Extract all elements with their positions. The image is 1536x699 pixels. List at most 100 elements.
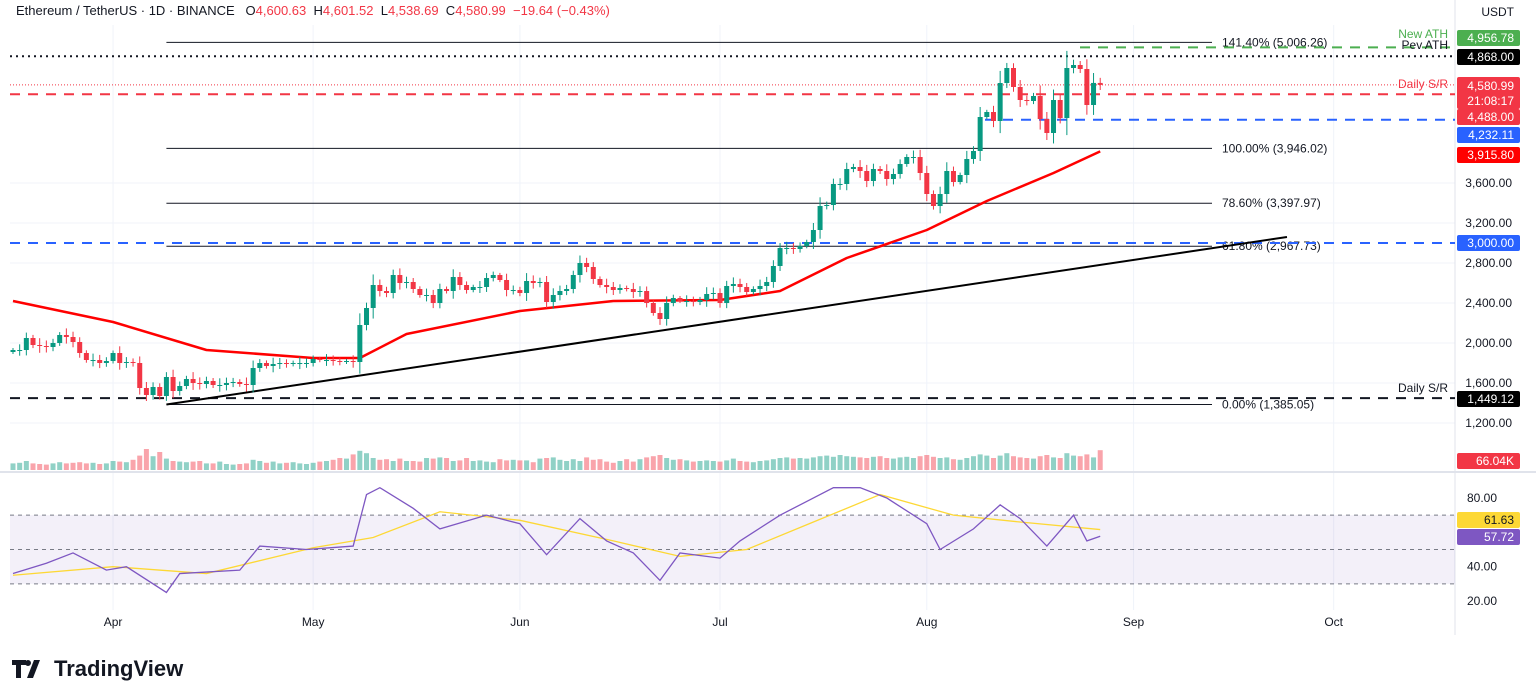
level-3000-tag-bg [1457, 235, 1520, 251]
volume-bar [390, 461, 396, 470]
volume-bar [43, 464, 49, 470]
volume-bar [790, 458, 796, 470]
volume-bar [717, 461, 723, 470]
volume-bar [230, 464, 236, 470]
candle-body [737, 284, 743, 287]
volume-bar [750, 462, 756, 470]
volume-bar [243, 463, 249, 470]
candle-body [177, 386, 183, 391]
volume-bar [1064, 453, 1070, 470]
x-tick-label: Apr [104, 615, 123, 629]
volume-bar [490, 462, 496, 470]
volume-bar [837, 455, 843, 470]
volume-bar [917, 456, 923, 470]
candle-body [337, 361, 343, 362]
volume-bar [937, 458, 943, 470]
candle-body [764, 282, 770, 286]
low-label: L [380, 3, 388, 18]
candle-body [504, 280, 510, 290]
candle-body [710, 293, 716, 294]
volume-bar [257, 461, 263, 470]
volume-bar [784, 457, 790, 470]
volume-bar [357, 450, 363, 470]
candle-body [537, 282, 543, 283]
candle-body [1031, 96, 1037, 101]
volume-bar [110, 461, 116, 470]
candle-body [1044, 119, 1050, 133]
candle-body [684, 301, 690, 302]
volume-bar [150, 456, 156, 470]
fib-level-label: 78.60% (3,397.97) [1222, 196, 1321, 210]
new-ath-label: New ATH [1398, 27, 1448, 41]
prev-ath-label: Pev ATH [1402, 38, 1448, 52]
candle-body [904, 157, 910, 164]
level-3000-tag: 3,000.00 [1467, 236, 1514, 250]
candle-body [837, 184, 843, 185]
volume-bar [303, 464, 309, 470]
volume-bar [17, 462, 23, 470]
candle-body [797, 246, 803, 249]
tradingview-logo-icon [12, 660, 40, 678]
candle-body [350, 361, 356, 362]
symbol-title[interactable]: Ethereum / TetherUS · 1D · BINANCE [16, 3, 235, 18]
open-label: O [245, 3, 256, 18]
close-label: C [445, 3, 456, 18]
volume-bar [590, 459, 596, 470]
volume-bar [130, 459, 136, 470]
rsi-tag-bg [1457, 529, 1520, 545]
volume-bar [550, 457, 556, 470]
candle-body [323, 360, 329, 361]
support-blue-tag-bg [1457, 127, 1520, 143]
volume-bar [710, 461, 716, 470]
volume-bar [90, 462, 96, 470]
candle-body [564, 289, 570, 291]
candle-body [730, 284, 736, 286]
candle-body [183, 379, 189, 386]
volume-bar [630, 461, 636, 470]
volume-bar [317, 461, 323, 470]
volume-bar [737, 461, 743, 470]
candle-body [950, 171, 956, 182]
price-tick-label: 1,600.00 [1465, 376, 1512, 390]
candle-body [10, 350, 16, 352]
candle-body [937, 194, 943, 206]
candle-body [637, 291, 643, 292]
candle-body [344, 361, 349, 362]
volume-bar [57, 462, 63, 470]
volume-bar [37, 464, 43, 470]
tradingview-logo[interactable]: TradingView [12, 656, 183, 682]
volume-bar [137, 455, 143, 470]
currency-unit[interactable]: USDT [1481, 5, 1514, 19]
candle-body [1024, 100, 1030, 101]
volume-bar [757, 461, 763, 470]
volume-bar [250, 459, 256, 470]
candle-body [457, 277, 463, 285]
volume-bar [1071, 455, 1077, 470]
volume-bar [584, 457, 590, 470]
candle-body [884, 171, 890, 179]
volume-bar [824, 455, 830, 470]
candle-body [377, 285, 383, 291]
volume-bar [457, 460, 463, 470]
rsi-tick-label: 40.00 [1467, 560, 1497, 574]
volume-bar [103, 463, 109, 470]
candle-body [143, 388, 149, 395]
price-tick-label: 2,800.00 [1465, 256, 1512, 270]
volume-bar [970, 456, 976, 470]
candle-body [610, 287, 616, 290]
volume-bar [217, 461, 223, 470]
volume-bar [497, 459, 503, 470]
volume-bar [210, 463, 216, 470]
volume-bar [670, 459, 676, 470]
candle-body [824, 205, 830, 206]
volume-bar [850, 456, 856, 470]
candle-body [303, 363, 309, 364]
volume-bar [664, 458, 670, 470]
candle-body [37, 345, 43, 346]
prev-ath-tag-bg [1457, 49, 1520, 65]
candle-body [217, 385, 223, 386]
volume-bar [1084, 454, 1090, 470]
low-value: 4,538.69 [387, 3, 439, 18]
candle-body [984, 112, 990, 117]
